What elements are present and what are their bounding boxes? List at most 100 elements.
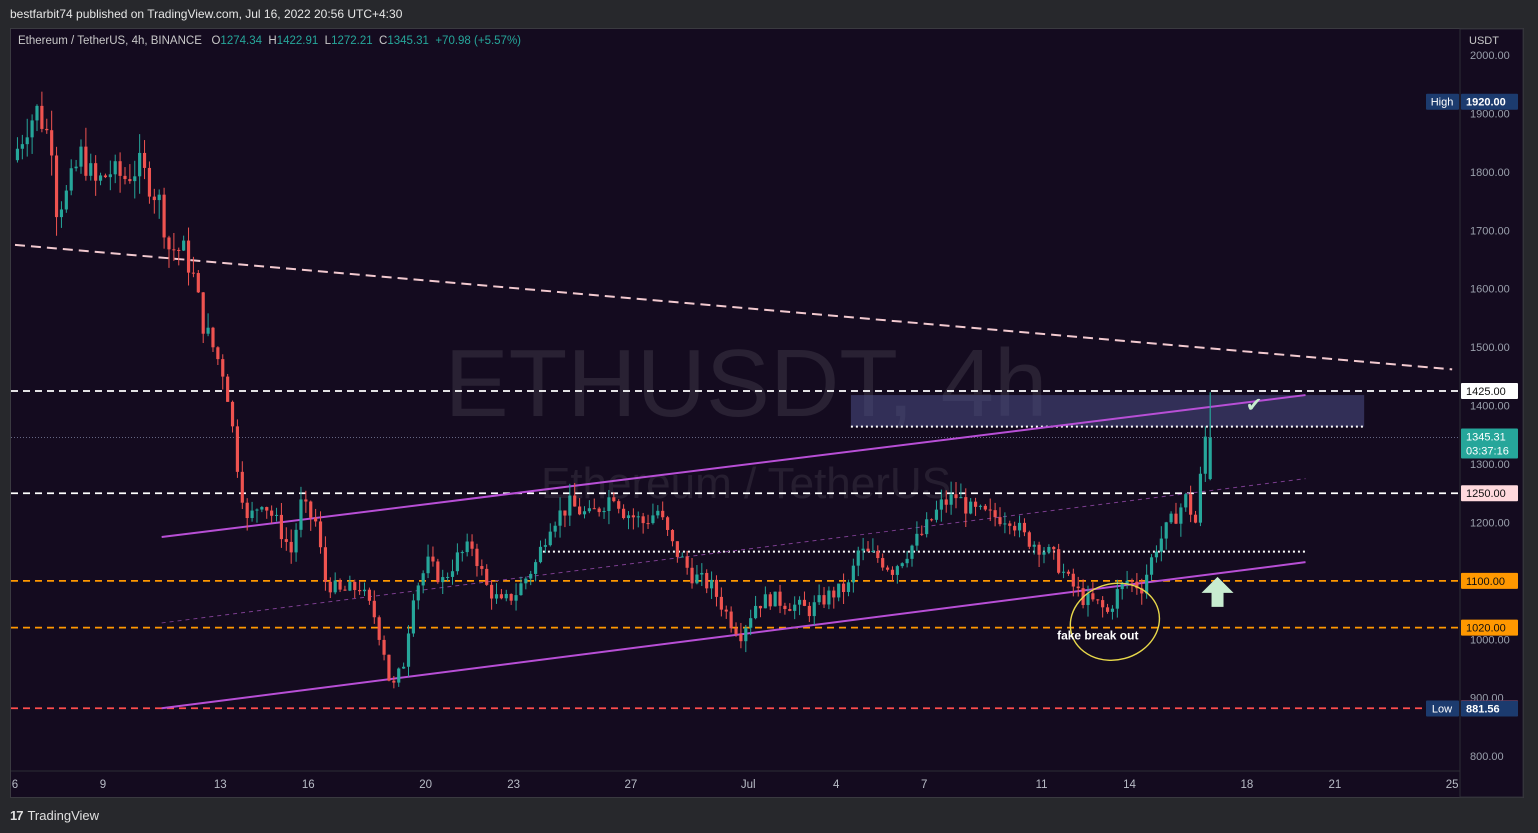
candle-body [1184, 494, 1188, 508]
candle-body [1066, 571, 1071, 574]
y-tick-label: 2000.00 [1470, 50, 1510, 62]
legend-high: 1422.91 [276, 35, 319, 47]
candle-body [929, 519, 934, 521]
candle-body [973, 501, 978, 507]
candle-body [372, 600, 376, 618]
candle-body [314, 517, 318, 522]
candle-body [318, 521, 323, 548]
candle-body [274, 514, 279, 516]
candle-body [1154, 551, 1159, 558]
candle-body [1169, 513, 1173, 523]
candle-body [832, 590, 836, 598]
price-label-box [1461, 619, 1518, 636]
chart-frame[interactable]: ETHUSDT, 4h Ethereum / TetherUS [10, 28, 1524, 798]
price-label-box [1461, 572, 1518, 589]
price-label-value: 1100.00 [1466, 576, 1505, 588]
candle-body [64, 190, 68, 210]
candle-body [998, 517, 1002, 525]
candle-body [636, 516, 640, 518]
fake-breakout-label: fake break out [1057, 628, 1138, 642]
candle-body [245, 502, 249, 519]
candle-body [837, 583, 841, 598]
candle-body [377, 617, 381, 640]
candle-body [1149, 557, 1154, 575]
candle-body [128, 179, 132, 182]
candle-body [416, 585, 420, 601]
price-label-box [1461, 428, 1518, 459]
candle-body [993, 510, 997, 518]
candle-body [216, 347, 220, 360]
candle-body [177, 249, 181, 251]
candle-body [1110, 608, 1115, 612]
candle-body [94, 163, 98, 181]
candle-body [934, 509, 939, 520]
candle-body [499, 594, 503, 599]
candle-body [944, 499, 948, 505]
trendline-channel-top [161, 394, 1306, 539]
candle-body [255, 509, 259, 511]
candle-body [812, 602, 816, 617]
candle-body [265, 507, 269, 511]
candle-body [778, 591, 782, 606]
candle-body [822, 595, 826, 605]
candle-body [108, 174, 112, 178]
candle-body [235, 426, 240, 472]
candle-body [152, 196, 156, 201]
y-tick-label: 1000.00 [1470, 634, 1510, 646]
candle-body [558, 510, 562, 526]
candle-body [196, 273, 200, 293]
candle-body [1145, 574, 1149, 594]
candle-body [1052, 546, 1056, 550]
publisher-bar: bestfarbit74 published on TradingView.co… [0, 0, 1538, 28]
candle-body [1096, 599, 1100, 601]
candle-body [362, 589, 367, 592]
candle-body [289, 541, 293, 553]
publisher-line: bestfarbit74 published on TradingView.co… [10, 7, 403, 21]
candle-body [617, 501, 621, 509]
candle-body [309, 501, 313, 518]
candle-body [670, 529, 675, 542]
trendline-channel-bottom [161, 561, 1306, 710]
price-axis-panel[interactable] [1459, 28, 1524, 798]
candle-body [749, 618, 753, 628]
candle-body [900, 563, 904, 567]
candle-body [534, 562, 538, 574]
candle-body [446, 576, 450, 578]
candle-body [1164, 522, 1168, 539]
candle-body [509, 593, 513, 601]
candle-body [1086, 593, 1090, 606]
tradingview-mark-icon: 17 [10, 808, 24, 823]
x-tick-label: 25 [1446, 779, 1459, 791]
candle-body [680, 556, 684, 558]
candle-body [597, 508, 601, 513]
candle-body [1135, 581, 1139, 589]
candle-body [553, 525, 557, 532]
candle-body [211, 327, 215, 348]
candle-body [895, 566, 899, 575]
up-arrow-icon [1201, 576, 1234, 607]
candle-body [172, 249, 176, 251]
candle-body [969, 501, 973, 514]
tradingview-logo[interactable]: 17 TradingView [10, 808, 99, 823]
candle-body [573, 495, 577, 507]
candle-body [612, 497, 616, 502]
candle-body [1193, 514, 1198, 523]
candle-body [758, 605, 763, 609]
candle-body [846, 582, 851, 593]
x-tick-label: 13 [214, 779, 227, 791]
x-tick-label: 4 [833, 779, 840, 791]
price-label-box [1461, 93, 1518, 110]
candle-body [147, 167, 152, 197]
candle-body [74, 166, 78, 169]
candle-body [15, 148, 20, 161]
candle-body [1076, 586, 1080, 589]
candle-body [118, 161, 122, 176]
candle-body [700, 572, 704, 575]
candle-body [59, 209, 64, 218]
candle-body [162, 194, 166, 238]
candle-body [524, 578, 528, 584]
candle-body [1140, 588, 1144, 594]
tradingview-brand: TradingView [27, 808, 100, 823]
candle-body [631, 515, 635, 518]
